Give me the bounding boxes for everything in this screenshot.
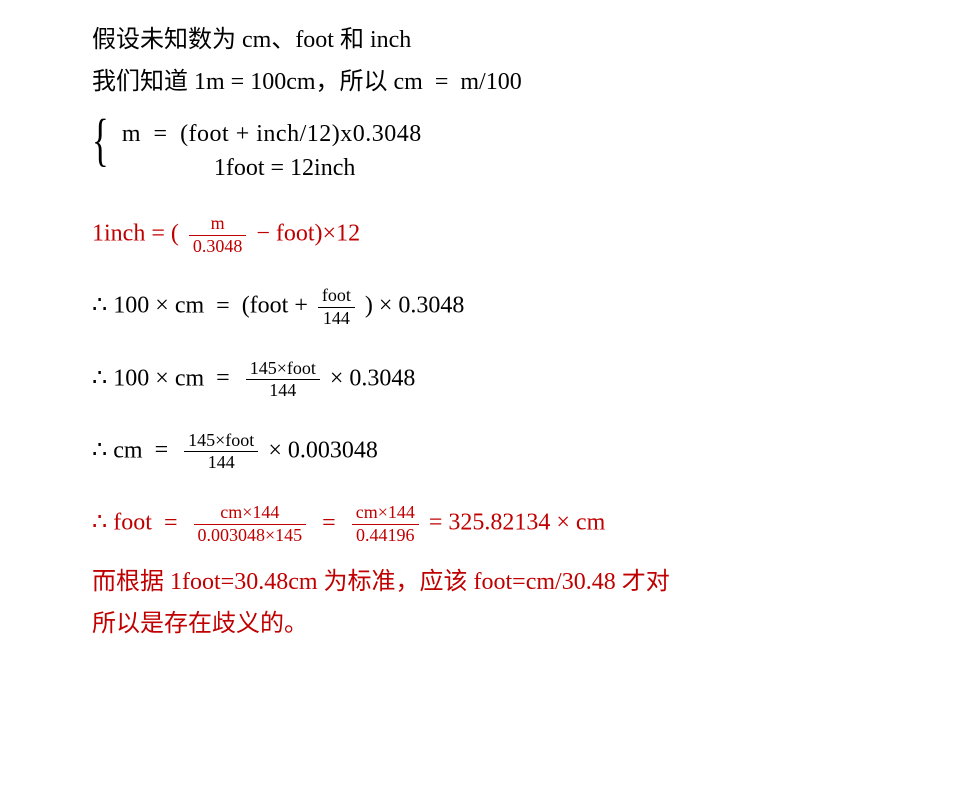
text-part-b: = 325.82134 × cm [429, 510, 605, 536]
line-2-known: 我们知道 1m = 100cm，所以 cm = m/100 [92, 64, 955, 100]
line-4-inch-derivation: 1inch = ( m 0.3048 − foot)×12 [92, 213, 955, 257]
numerator: foot [318, 285, 355, 308]
system-eq-2: 1foot = 12inch [122, 152, 422, 186]
equals-sign: = [155, 437, 169, 463]
text-part-b: − foot)×12 [256, 221, 360, 247]
line-8-foot-result: ∴ foot = cm×144 0.003048×145 = cm×144 0.… [92, 502, 955, 546]
numerator: cm×144 [194, 502, 307, 525]
therefore-icon: ∴ [92, 437, 107, 463]
denominator: 0.003048×145 [194, 525, 307, 547]
text-part-a: 我们知道 1m = 100cm，所以 cm [92, 69, 429, 95]
line-7-therefore-3: ∴ cm = 145×foot 144 × 0.003048 [92, 430, 955, 474]
numerator: m [189, 213, 247, 236]
denominator: 144 [184, 452, 258, 474]
text-part-a: 1inch = ( [92, 221, 185, 247]
equals-sign: = [216, 365, 230, 391]
system-eq-1: m = (foot + inch/12)x0.3048 [122, 118, 422, 152]
text: 而根据 1foot=30.48cm 为标准，应该 foot=cm/30.48 才… [92, 569, 670, 595]
denominator: 144 [246, 380, 320, 402]
line-10-conclusion: 所以是存在歧义的。 [92, 606, 955, 642]
text-part-b: × 0.3048 [330, 365, 416, 391]
fraction-145foot-over-144: 145×foot 144 [184, 430, 258, 474]
denominator: 144 [318, 308, 355, 330]
denominator: 0.3048 [189, 236, 247, 258]
text-part-b: m/100 [460, 69, 521, 95]
numerator: 145×foot [246, 358, 320, 381]
line-5-therefore-1: ∴ 100 × cm = (foot + foot 144 ) × 0.3048 [92, 285, 955, 329]
left-brace-icon: { [92, 114, 109, 181]
text-part-a: m [122, 121, 148, 147]
text: 所以是存在歧义的。 [92, 611, 308, 637]
equals-sign: = [322, 510, 336, 536]
text-part-c: ) × 0.3048 [365, 293, 465, 319]
therefore-icon: ∴ [92, 510, 107, 536]
text-part-a: foot [113, 510, 158, 536]
line-3-system: { m = (foot + inch/12)x0.3048 1foot = 12… [92, 118, 955, 185]
text-part-b: (foot + inch/12)x0.3048 [180, 121, 422, 147]
equals-sign: = [216, 293, 230, 319]
fraction-cm144-over-0.44196: cm×144 0.44196 [352, 502, 419, 546]
fraction-m-over-0.3048: m 0.3048 [189, 213, 247, 257]
text-part-b: (foot + [242, 293, 314, 319]
line-6-therefore-2: ∴ 100 × cm = 145×foot 144 × 0.3048 [92, 358, 955, 402]
therefore-icon: ∴ [92, 293, 107, 319]
equals-sign: = [164, 510, 178, 536]
text: 假设未知数为 cm、foot 和 inch [92, 27, 411, 53]
denominator: 0.44196 [352, 525, 419, 547]
fraction-145foot-over-144: 145×foot 144 [246, 358, 320, 402]
therefore-icon: ∴ [92, 365, 107, 391]
fraction-cm144-over-prod: cm×144 0.003048×145 [194, 502, 307, 546]
text-part-a: cm [113, 437, 148, 463]
text-part-b: × 0.003048 [268, 437, 378, 463]
text-part-a: 100 × cm [113, 293, 210, 319]
line-9-standard-note: 而根据 1foot=30.48cm 为标准，应该 foot=cm/30.48 才… [92, 564, 955, 600]
equals-sign: = [435, 69, 449, 95]
fraction-foot-over-144: foot 144 [318, 285, 355, 329]
text-part-a: 100 × cm [113, 365, 210, 391]
numerator: 145×foot [184, 430, 258, 453]
equals-sign: = [154, 121, 168, 147]
math-document: 假设未知数为 cm、foot 和 inch 我们知道 1m = 100cm，所以… [0, 0, 955, 642]
numerator: cm×144 [352, 502, 419, 525]
line-1-assumption: 假设未知数为 cm、foot 和 inch [92, 22, 955, 58]
